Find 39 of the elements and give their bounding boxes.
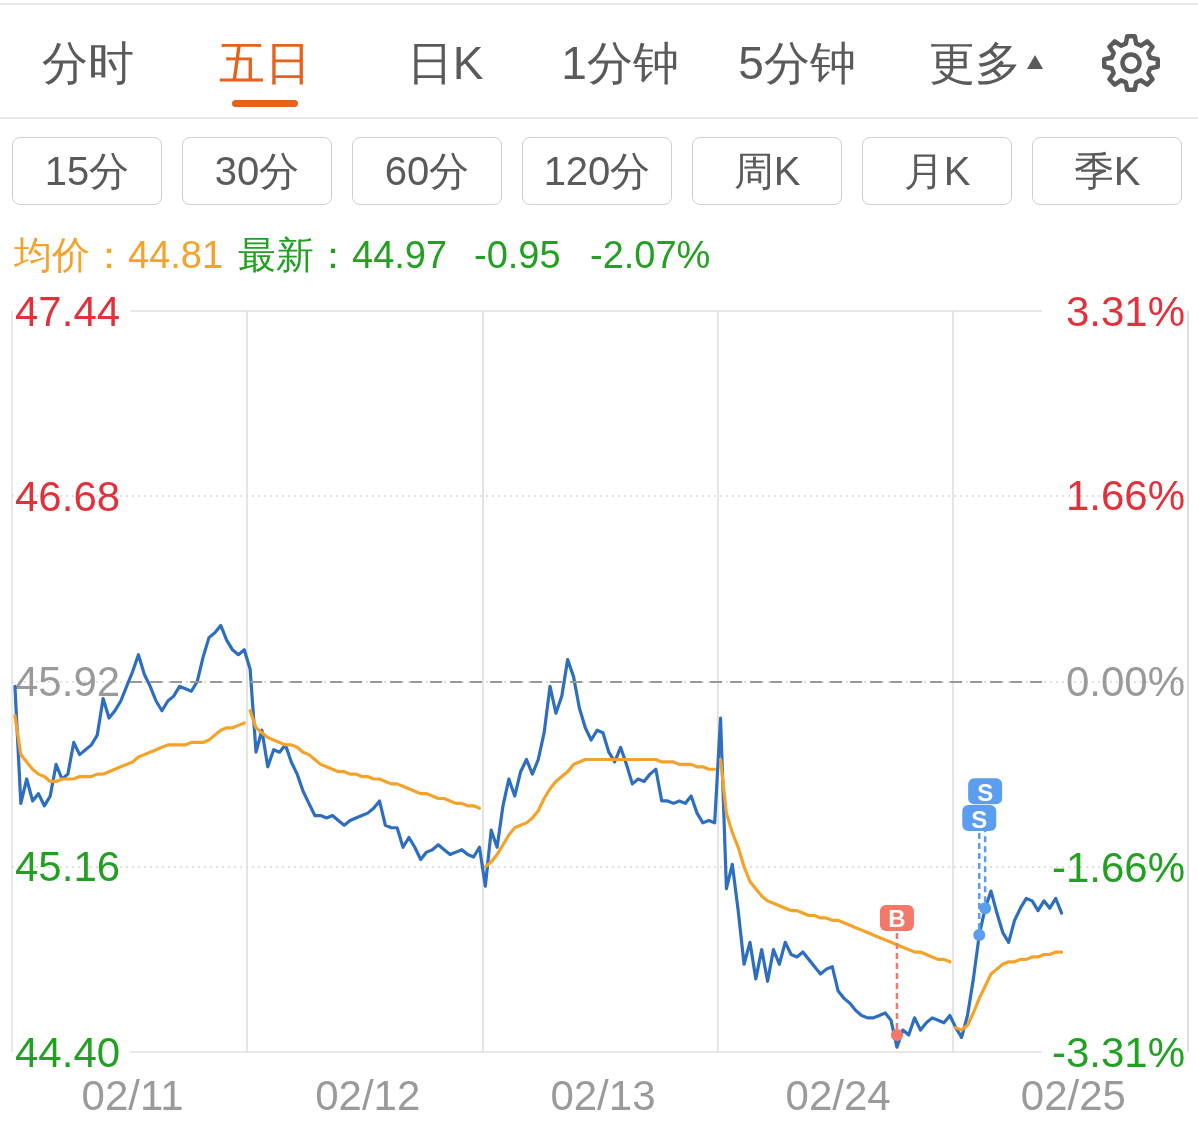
y-tick-label: 47.44 [15, 287, 121, 335]
text: 均价：44.81 [14, 233, 224, 278]
text: 五日 [219, 36, 311, 91]
x-tick-label: 02/13 [550, 1071, 656, 1119]
text: 分时 [42, 36, 134, 91]
button[interactable]: 月K [862, 137, 1012, 205]
line-series [248, 709, 482, 810]
button[interactable]: 周K [692, 137, 842, 205]
text: 1分钟 [561, 36, 679, 91]
x-tick-label: 02/24 [785, 1071, 891, 1119]
y2-tick-label: -1.66% [1051, 843, 1185, 891]
text: -2.07% [590, 233, 711, 278]
line-series [13, 714, 246, 784]
line-series [954, 950, 1064, 1032]
annotation: S [971, 805, 988, 833]
text: 日K [406, 36, 484, 91]
button[interactable]: 季K [1032, 137, 1182, 205]
button[interactable]: 60分 [352, 137, 502, 205]
text: 更多 [929, 36, 1021, 91]
text: -0.95 [474, 233, 561, 278]
y2-tick-label: 0.00% [1065, 658, 1185, 705]
text: 5分钟 [738, 36, 856, 91]
annotation: S [977, 778, 994, 806]
x-tick-label: 02/12 [315, 1071, 421, 1119]
y2-tick-label: 1.66% [1065, 472, 1185, 520]
button[interactable]: 15分 [12, 137, 162, 205]
line-series [483, 757, 717, 869]
line-series [718, 757, 952, 964]
point [890, 1028, 903, 1041]
button[interactable]: 120分 [522, 137, 672, 205]
point [973, 929, 986, 941]
button[interactable]: 30分 [182, 137, 332, 205]
y-tick-label: 46.68 [15, 472, 121, 520]
text: 最新：44.97 [238, 233, 448, 278]
y-tick-label: 45.92 [15, 658, 121, 705]
annotation: B [888, 905, 906, 933]
point [979, 902, 992, 915]
y2-tick-label: 3.31% [1065, 287, 1185, 335]
y-tick-label: 45.16 [15, 843, 121, 891]
